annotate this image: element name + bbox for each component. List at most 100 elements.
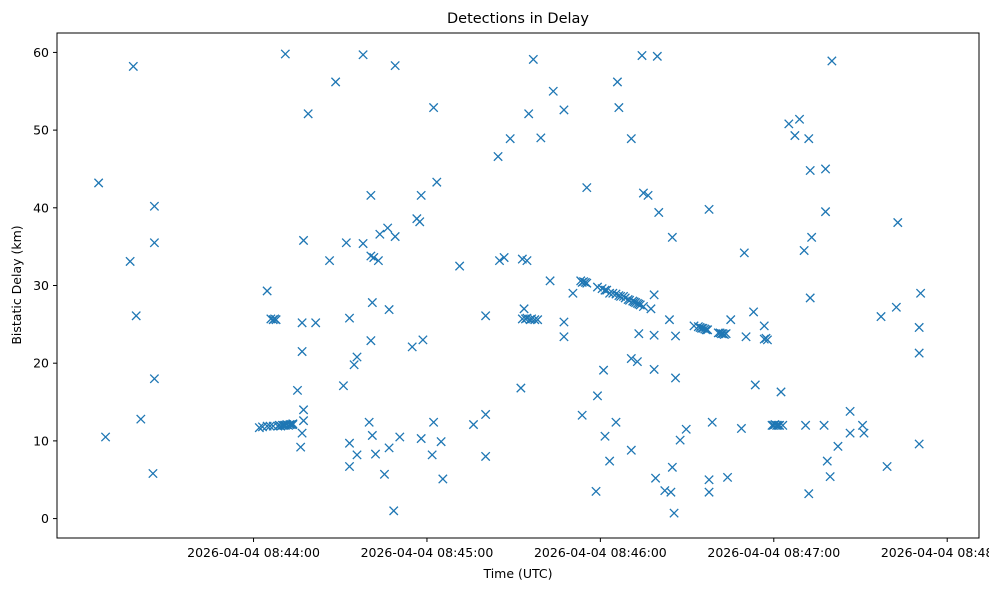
data-point <box>805 165 815 176</box>
data-point <box>822 456 832 466</box>
data-point <box>324 255 335 266</box>
data-point <box>427 450 437 460</box>
y-tick-label: 10 <box>33 433 49 448</box>
x-tick-label: 2026-04-04 08:46:00 <box>534 545 667 560</box>
data-point <box>379 469 390 479</box>
data-point <box>364 417 374 427</box>
y-tick-label: 30 <box>33 278 49 293</box>
data-point <box>384 304 394 315</box>
data-point <box>344 438 355 448</box>
data-point <box>93 178 104 188</box>
data-point <box>349 360 359 370</box>
x-tick-label: 2026-04-04 08:47:00 <box>707 545 840 560</box>
data-point <box>716 329 727 339</box>
data-point <box>548 86 558 96</box>
data-point <box>436 437 446 447</box>
data-point <box>416 433 426 444</box>
x-tick-label: 2026-04-04 08:48:00 <box>881 545 989 560</box>
data-point <box>330 77 341 87</box>
data-point <box>620 293 630 303</box>
data-point <box>804 134 814 144</box>
data-point <box>499 252 509 263</box>
y-tick-label: 40 <box>33 200 49 215</box>
data-point <box>611 417 621 427</box>
data-point <box>806 232 817 242</box>
data-point <box>914 439 924 449</box>
data-point <box>366 336 376 346</box>
data-point <box>530 315 540 325</box>
data-point <box>667 462 678 472</box>
data-point <box>265 421 275 431</box>
data-point <box>859 428 869 438</box>
data-point <box>646 304 656 314</box>
data-point <box>519 304 529 314</box>
data-point <box>148 468 158 479</box>
data-point <box>604 456 615 466</box>
data-point <box>149 201 160 211</box>
data-point <box>295 442 306 452</box>
data-point <box>344 461 355 472</box>
data-point <box>891 302 901 312</box>
data-point <box>428 417 439 427</box>
data-point <box>128 61 138 72</box>
data-point <box>480 311 491 321</box>
data-point <box>370 449 381 459</box>
data-point <box>454 261 465 271</box>
data-point <box>819 420 829 431</box>
data-point <box>149 374 160 384</box>
data-point <box>704 204 714 215</box>
data-point <box>366 251 376 261</box>
data-point <box>845 428 855 438</box>
data-point <box>833 441 843 451</box>
data-point <box>681 424 691 434</box>
data-point <box>131 311 141 321</box>
data-point <box>100 432 111 442</box>
data-point <box>614 102 624 113</box>
data-point <box>352 450 362 460</box>
data-point <box>559 105 569 115</box>
data-point <box>800 420 811 431</box>
data-point <box>660 485 670 496</box>
data-point <box>297 428 307 438</box>
x-axis: 2026-04-04 08:44:00 2026-04-04 08:45:00 20… <box>187 538 989 560</box>
data-point <box>522 255 532 266</box>
data-point <box>254 423 264 433</box>
data-point <box>298 416 309 426</box>
y-tick-label: 60 <box>33 45 49 60</box>
data-point <box>367 297 377 308</box>
data-point <box>303 109 313 119</box>
data-point <box>748 307 759 317</box>
data-point <box>649 290 659 300</box>
data-point <box>702 325 713 335</box>
data-point <box>418 335 428 345</box>
data-point <box>375 229 385 239</box>
data-point <box>707 417 717 427</box>
data-point <box>649 330 659 340</box>
data-point <box>438 474 448 484</box>
chart-title: Detections in Delay <box>447 11 589 27</box>
data-point <box>384 443 394 453</box>
data-point <box>559 317 569 327</box>
data-point <box>288 419 298 429</box>
data-point <box>721 329 731 339</box>
data-point <box>297 346 307 357</box>
data-point <box>608 288 618 298</box>
data-point <box>292 385 303 396</box>
data-point <box>762 335 773 345</box>
data-point <box>149 238 160 248</box>
data-point <box>577 410 587 420</box>
data-point <box>805 293 815 303</box>
data-point <box>271 315 281 325</box>
data-point <box>643 190 653 201</box>
data-point <box>297 318 307 328</box>
data-point <box>784 119 794 129</box>
data-point <box>600 285 610 295</box>
data-point <box>799 245 809 256</box>
data-point <box>704 487 714 497</box>
data-point <box>367 430 377 441</box>
data-point <box>626 445 636 455</box>
data-point <box>654 207 664 218</box>
data-point <box>528 54 538 65</box>
y-axis: 0 10 20 30 40 50 60 <box>33 45 57 526</box>
data-point <box>505 134 515 144</box>
